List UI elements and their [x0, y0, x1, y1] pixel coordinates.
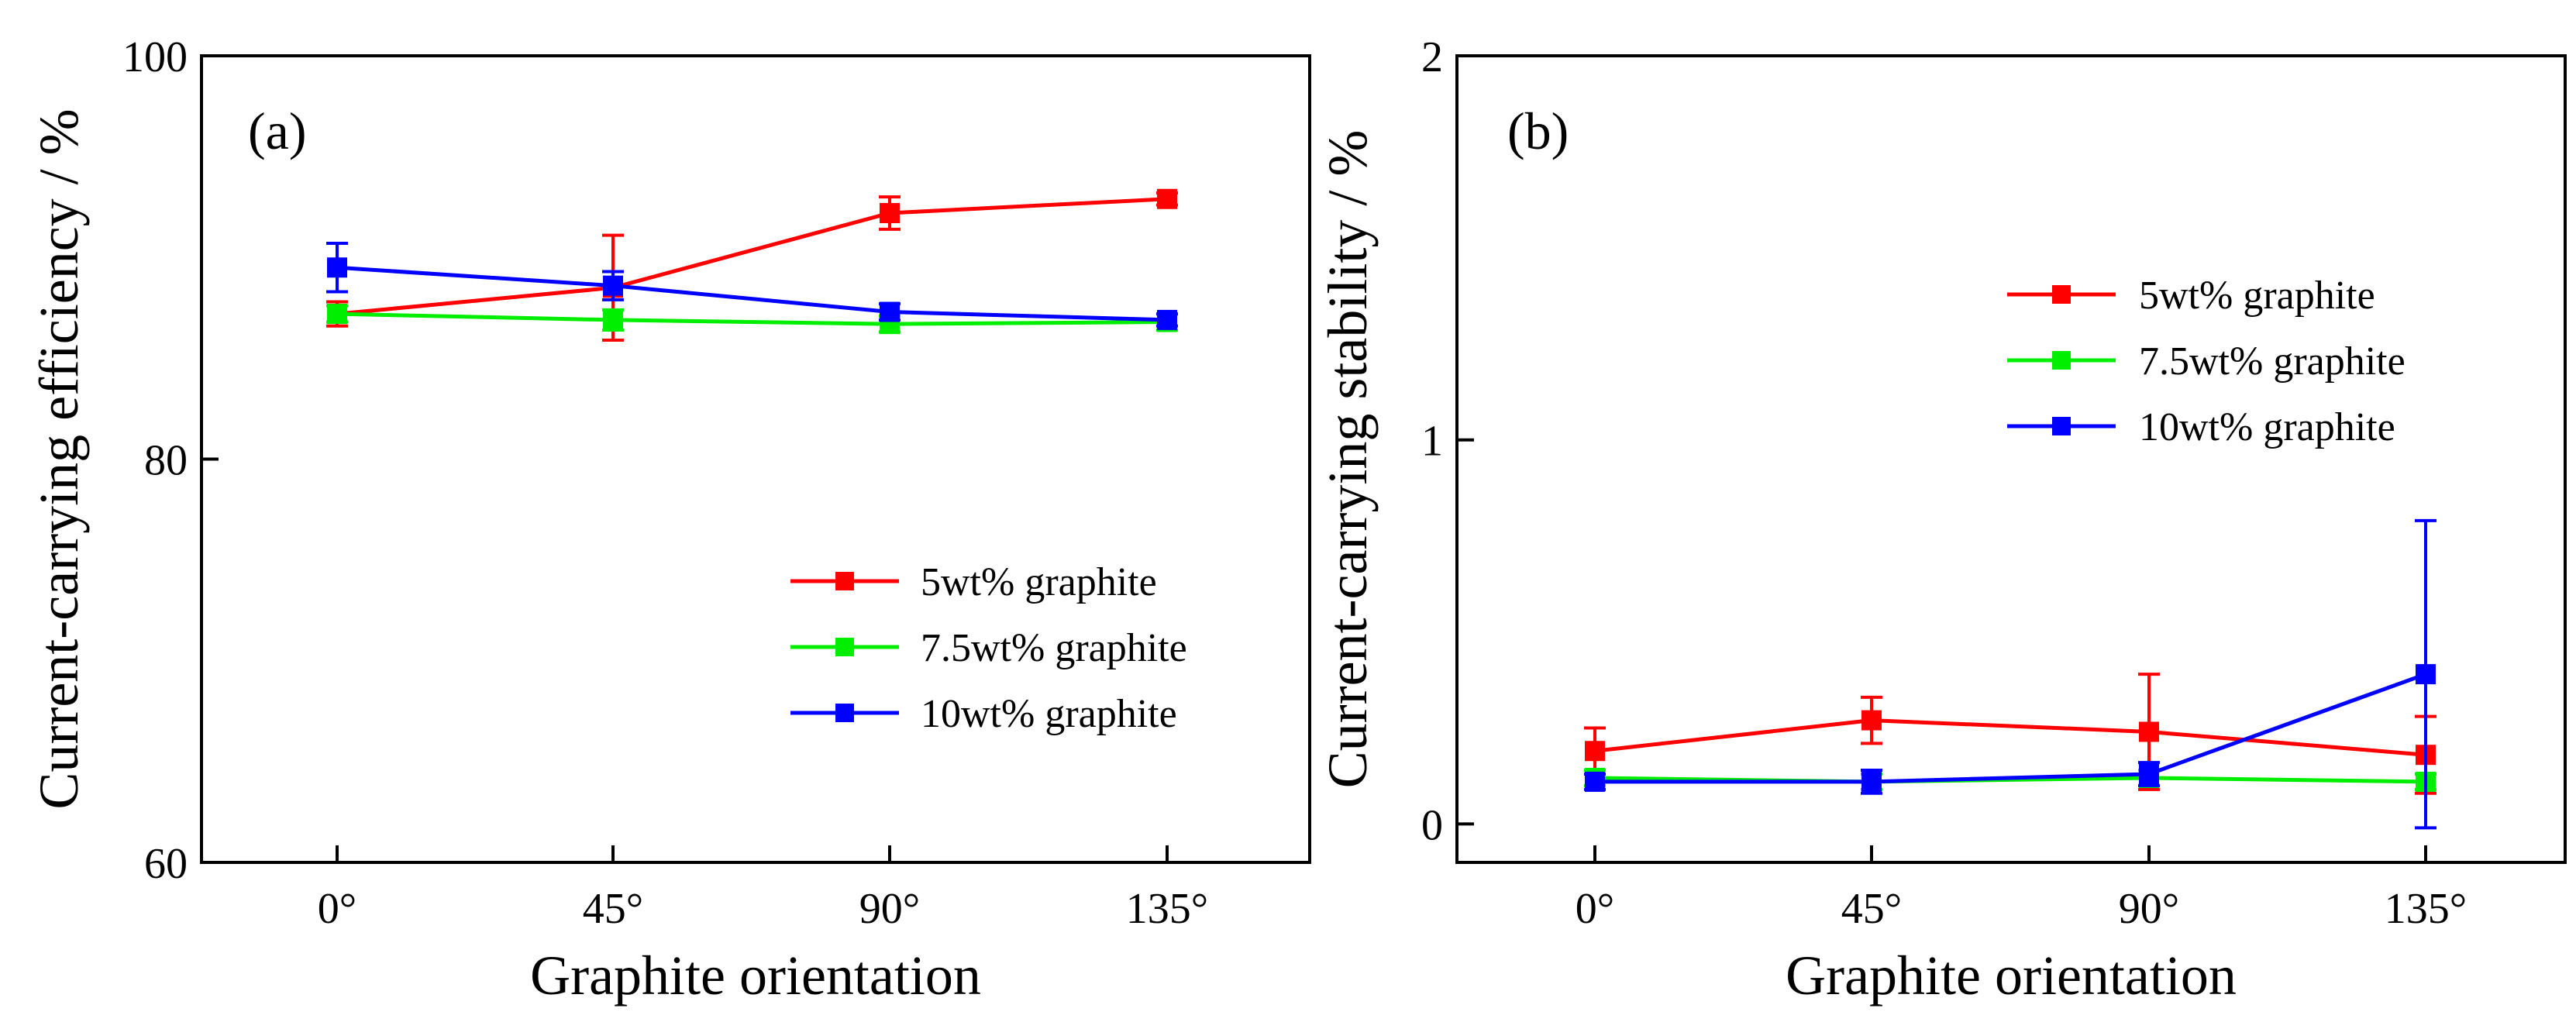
x-tick-label: 45° — [583, 885, 643, 933]
plot-frame — [1455, 54, 2567, 864]
plot-frame — [200, 54, 1311, 864]
y-tick-label: 60 — [144, 840, 188, 888]
series-1 — [1584, 673, 2437, 795]
legend: 5wt% graphite 7.5wt% graphite 10wt% graphi… — [2007, 274, 2406, 449]
y-tick-label: 1 — [1421, 418, 1443, 466]
series-line — [1594, 718, 2426, 757]
data-point — [1861, 771, 1882, 792]
x-tick-label: 45° — [1841, 885, 1902, 933]
legend-marker — [2052, 351, 2071, 370]
x-tick-label: 135° — [2385, 885, 2467, 933]
x-tick-label: 90° — [859, 885, 920, 933]
chart-panel-a: 60 80 100 0° 45° 90° 135° Graphite orientation C… — [28, 33, 1311, 1007]
data-point — [327, 304, 347, 325]
series-line — [1595, 672, 2426, 784]
panel-label: (b) — [1507, 102, 1569, 160]
legend-marker — [835, 704, 854, 722]
x-tick-label: 135° — [1126, 885, 1208, 933]
legend: 5wt% graphite 7.5wt% graphite 10wt% graphi… — [790, 560, 1187, 736]
y-axis-title: Current-carrying stability / % — [1317, 130, 1379, 789]
legend-marker — [2052, 285, 2071, 304]
series-3 — [326, 242, 1178, 330]
legend-marker — [835, 638, 854, 656]
data-point — [1585, 771, 1605, 792]
x-axis-title: Graphite orientation — [1786, 945, 2237, 1007]
series-line — [336, 311, 1168, 326]
legend-label: 10wt% graphite — [921, 692, 1177, 736]
legend-marker — [835, 572, 854, 590]
series-line — [336, 265, 1168, 322]
data-point — [880, 202, 900, 223]
x-axis-title: Graphite orientation — [530, 945, 981, 1007]
y-axis-title: Current-carrying efficiency / % — [28, 108, 90, 809]
data-point — [1157, 309, 1177, 330]
legend-label: 5wt% graphite — [2139, 274, 2375, 318]
data-point — [2416, 664, 2436, 685]
x-tick-label: 0° — [1576, 885, 1614, 933]
legend-label: 7.5wt% graphite — [921, 626, 1187, 670]
legend-marker — [2052, 417, 2071, 435]
data-point — [327, 257, 347, 278]
legend-label: 10wt% graphite — [2139, 405, 2395, 449]
panel-label: (a) — [248, 102, 306, 160]
data-point — [603, 275, 623, 296]
legend-label: 7.5wt% graphite — [2139, 339, 2406, 384]
data-point — [1861, 710, 1882, 731]
legend-label: 5wt% graphite — [921, 560, 1157, 604]
y-tick-label: 80 — [144, 437, 188, 485]
chart-panel-b: 0 1 2 0° 45° 90° 135° Graphite orientation Curre… — [1317, 33, 2567, 1007]
series-2 — [326, 304, 1178, 335]
data-point — [603, 309, 623, 330]
x-tick-label: 90° — [2119, 885, 2179, 933]
x-tick-label: 0° — [318, 885, 356, 933]
data-point — [1157, 188, 1177, 209]
series-line — [336, 197, 1168, 316]
data-point — [2139, 763, 2159, 784]
y-tick-label: 0 — [1421, 801, 1443, 849]
data-point — [1585, 741, 1605, 762]
data-point — [880, 301, 900, 322]
y-tick-label: 2 — [1421, 33, 1443, 81]
data-point — [2139, 721, 2159, 742]
y-tick-label: 100 — [122, 33, 188, 81]
series-3 — [1584, 518, 2437, 830]
